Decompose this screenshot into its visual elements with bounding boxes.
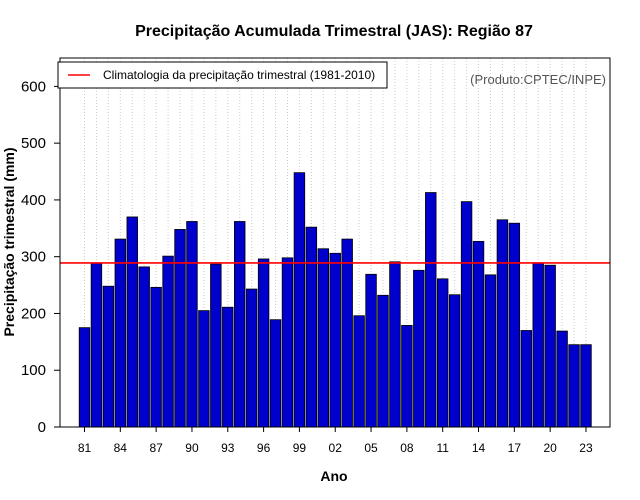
- x-tick-label: 14: [472, 441, 486, 455]
- bar-2010: [425, 192, 437, 428]
- y-tick-label: 300: [21, 249, 46, 266]
- x-tick-label: 23: [579, 441, 593, 455]
- bar-1985: [126, 216, 138, 428]
- bar-2020: [544, 264, 556, 428]
- y-tick-label: 600: [21, 78, 46, 95]
- bar-1996: [257, 258, 270, 428]
- bar-2012: [448, 294, 461, 428]
- x-tick-label: 08: [400, 441, 414, 455]
- bar-1994: [234, 221, 246, 428]
- credit-annotation: (Produto:CPTEC/INPE): [470, 72, 606, 87]
- x-axis: 81 84 87 90 93 96 99 02 05 08 11 14 17 20 23: [78, 427, 593, 455]
- legend-label: Climatologia da precipitação trimestral …: [103, 68, 375, 82]
- x-tick-label: 81: [78, 441, 92, 455]
- x-tick-label: 99: [293, 441, 307, 455]
- bar-2006: [377, 294, 389, 428]
- bar-2004: [353, 315, 365, 428]
- legend-box: [57, 61, 388, 89]
- y-tick-label: 400: [21, 192, 46, 209]
- y-axis-title: Precipitação trimestral (mm): [1, 147, 17, 336]
- x-tick-label: 05: [364, 441, 378, 455]
- x-tick-label: 87: [149, 441, 163, 455]
- bar-2014: [472, 240, 485, 428]
- bar-2011: [436, 278, 449, 428]
- x-tick-label: 17: [508, 441, 522, 455]
- x-tick-label: 90: [185, 441, 199, 455]
- x-tick-label: 11: [436, 441, 449, 455]
- x-tick-label: 96: [257, 441, 271, 455]
- bar-2015: [484, 274, 497, 428]
- bar-1991: [198, 310, 210, 428]
- bar-1995: [245, 288, 258, 428]
- bar-1992: [210, 263, 222, 428]
- bar-2009: [413, 269, 425, 428]
- x-tick-label: 93: [221, 441, 235, 455]
- bar-2021: [556, 330, 568, 428]
- y-tick-label: 0: [38, 419, 46, 436]
- bar-2000: [305, 226, 318, 428]
- bar-2022: [568, 344, 580, 428]
- bar-1984: [114, 238, 127, 428]
- bar-1997: [269, 319, 282, 428]
- bar-2023: [580, 344, 592, 428]
- bars: [78, 172, 592, 428]
- bar-2001: [317, 248, 330, 428]
- bar-2002: [329, 252, 341, 428]
- bar-1998: [281, 257, 294, 428]
- chart-title: Precipitação Acumulada Trimestral (JAS):…: [135, 23, 533, 40]
- bar-2016: [496, 219, 509, 428]
- legend: Climatologia da precipitação trimestral …: [57, 61, 388, 89]
- bar-1982: [90, 262, 103, 428]
- bar-1989: [174, 229, 186, 428]
- bar-1983: [102, 285, 115, 428]
- bar-2017: [508, 222, 521, 428]
- bar-2019: [532, 262, 544, 428]
- bar-2018: [520, 330, 532, 428]
- bar-2008: [401, 324, 413, 428]
- bar-1981: [78, 327, 91, 428]
- y-tick-label: 500: [21, 135, 46, 152]
- bar-1986: [138, 266, 150, 428]
- y-tick-label: 200: [21, 305, 46, 322]
- x-axis-title: Ano: [320, 468, 347, 484]
- bar-2005: [365, 273, 377, 428]
- x-tick-label: 20: [543, 441, 557, 455]
- bar-1987: [150, 286, 162, 428]
- x-tick-label: 02: [329, 441, 343, 455]
- y-tick-label: 100: [21, 362, 46, 379]
- bar-1999: [293, 172, 306, 428]
- bar-1993: [222, 306, 234, 428]
- y-axis: 0 100 200 300 400 500 600: [21, 78, 60, 436]
- bar-2007: [389, 261, 401, 428]
- x-tick-label: 84: [114, 441, 128, 455]
- bar-2003: [341, 238, 353, 428]
- bar-1990: [186, 221, 198, 428]
- bar-1988: [162, 255, 174, 428]
- bar-2013: [460, 201, 473, 428]
